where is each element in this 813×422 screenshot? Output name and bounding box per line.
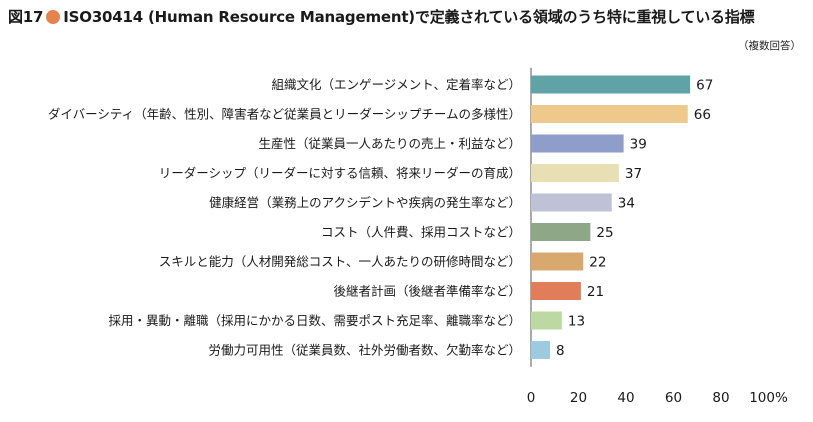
category-label: 生産性（従業員一人あたりの売上・利益など） (258, 136, 521, 151)
data-label: 66 (694, 107, 711, 123)
bar (531, 282, 581, 300)
data-label: 8 (556, 343, 565, 359)
x-tick-label: 60 (665, 390, 682, 406)
bar (531, 134, 624, 153)
data-label: 25 (596, 225, 613, 241)
bar (531, 164, 619, 182)
bar (531, 223, 591, 241)
category-label: 採用・異動・離職（採用にかかる日数、需要ポスト充足率、離職率など） (108, 313, 521, 328)
category-label: 組織文化（エンゲージメント、定着率など） (271, 77, 521, 92)
data-label: 67 (696, 78, 713, 94)
category-label: 後継者計画（後継者準備率など） (333, 284, 521, 299)
category-label: リーダーシップ（リーダーに対する信頼、将来リーダーの育成） (159, 166, 521, 181)
data-label: 34 (618, 196, 635, 212)
category-label: 健康経営（業務上のアクシデントや疾病の発生率など） (209, 195, 521, 210)
data-label: 21 (587, 284, 604, 300)
x-tick-label: 40 (617, 390, 634, 406)
data-label: 13 (568, 314, 585, 330)
x-tick-label: 80 (712, 390, 729, 406)
category-label: コスト（人件費、採用コストなど） (321, 225, 521, 240)
x-tick-label: 20 (570, 390, 587, 406)
multiple-answer-note: （複数回答） (738, 40, 801, 52)
figure-label: 図17 (8, 8, 44, 26)
bar (531, 193, 612, 212)
data-label: 22 (589, 255, 606, 271)
bar (531, 341, 550, 359)
data-label: 37 (625, 166, 642, 182)
bar (531, 311, 562, 330)
x-tick-label: 0 (527, 390, 536, 406)
bar (531, 252, 584, 271)
category-label: 労働力可用性（従業員数、社外労働者数、欠勤率など） (208, 343, 521, 358)
bar (531, 75, 691, 94)
chart-title-text: ISO30414 (Human Resource Management)で定義さ… (63, 8, 755, 26)
x-tick-label: 100% (749, 390, 788, 406)
data-label: 39 (630, 137, 647, 153)
title-bullet-icon (46, 9, 61, 24)
category-label: スキルと能力（人材開発総コスト、一人あたりの研修時間など） (159, 254, 521, 269)
chart-title: 図17 ISO30414 (Human Resource Management)… (8, 6, 755, 27)
category-label: ダイバーシティ（年齢、性別、障害者など従業員とリーダーシップチームの多様性） (48, 107, 521, 122)
bar (531, 105, 688, 123)
